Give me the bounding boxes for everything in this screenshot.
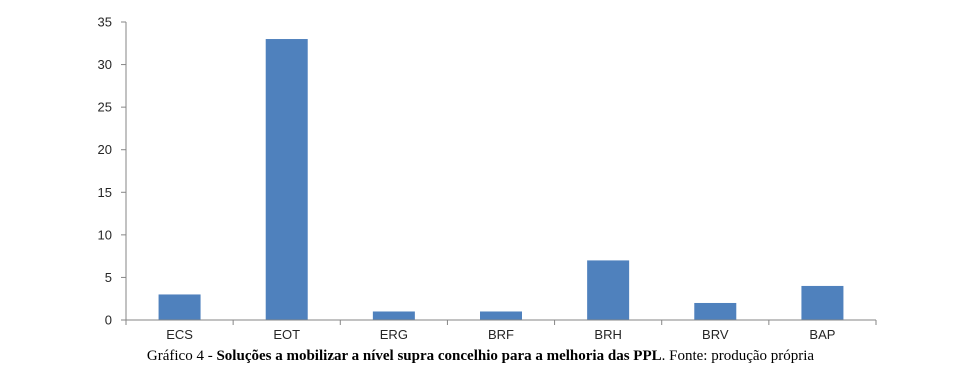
caption-title: Soluções a mobilizar a nível supra conce…	[216, 348, 662, 364]
bar-brv	[694, 302, 737, 320]
bar-brh	[587, 260, 630, 320]
y-axis: 0 5 10 15 20 25 30 35	[98, 15, 127, 328]
x-tick-label: BRV	[702, 327, 729, 342]
x-tick-label: ERG	[380, 327, 408, 342]
x-axis: ECS EOT ERG BRF BRH BRV BAP	[125, 319, 877, 342]
bar-eot	[265, 39, 308, 321]
bar-series	[158, 39, 844, 321]
y-tick-label: 20	[98, 142, 112, 157]
bar-erg	[372, 311, 415, 320]
x-tick-label: ECS	[166, 327, 193, 342]
bar-ecs	[158, 294, 201, 320]
y-tick-label: 0	[105, 313, 112, 328]
y-tick-label: 10	[98, 227, 112, 242]
bar-chart: 0 5 10 15 20 25 30 35 ECS EOT ERG BRF BRH BRV BAP	[98, 15, 877, 342]
figure-caption: Gráfico 4 - Soluções a mobilizar a nível…	[0, 348, 961, 365]
bar-brf	[480, 311, 522, 320]
y-tick-label: 15	[98, 185, 112, 200]
y-tick-label: 25	[98, 100, 112, 115]
y-tick-label: 5	[105, 270, 112, 285]
y-tick-label: 30	[98, 57, 112, 72]
x-tick-label: EOT	[273, 327, 300, 342]
caption-prefix: Gráfico 4 -	[146, 348, 217, 364]
y-tick-label: 35	[98, 15, 112, 30]
caption-suffix: . Fonte: produção própria	[661, 348, 815, 364]
x-tick-label: BRH	[594, 327, 621, 342]
x-tick-label: BRF	[488, 327, 514, 342]
x-tick-label: BAP	[809, 327, 835, 342]
bar-bap	[801, 285, 844, 320]
